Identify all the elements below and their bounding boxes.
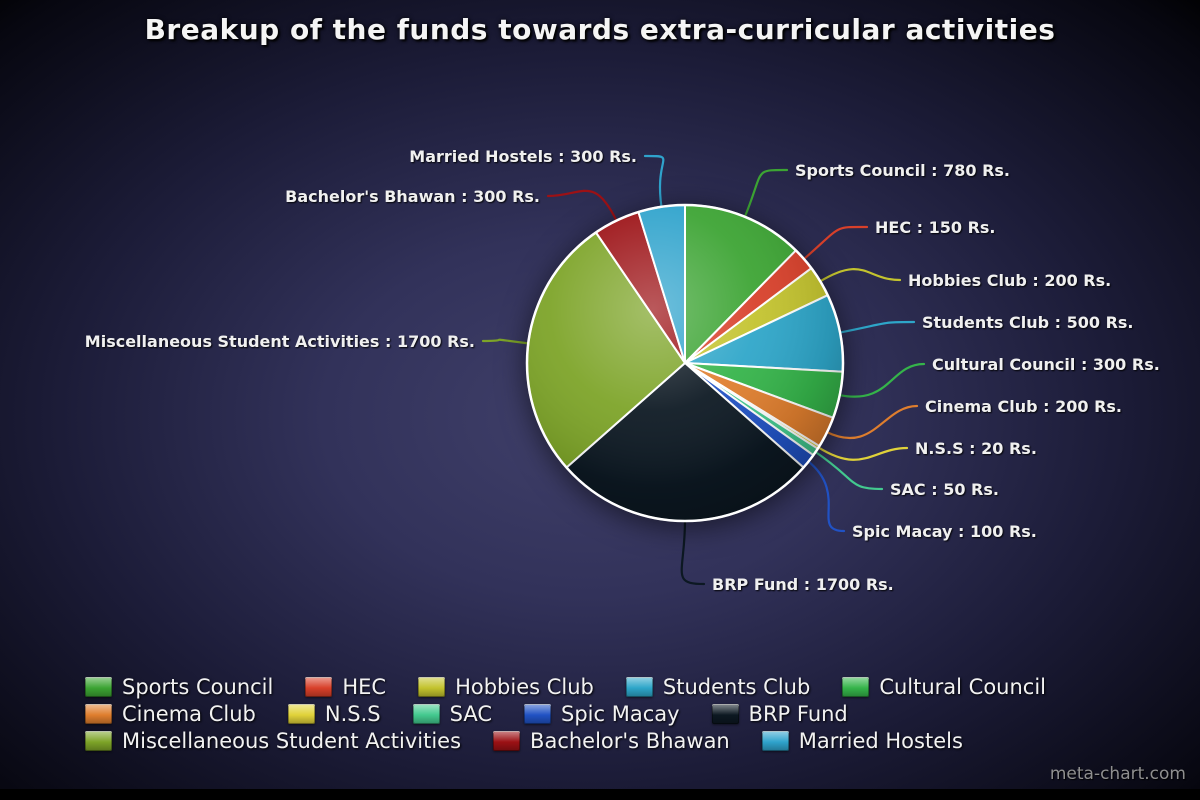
legend-swatch <box>305 677 333 697</box>
slice-label: Miscellaneous Student Activities : 1700 … <box>85 332 475 351</box>
legend-swatch <box>85 731 112 751</box>
legend-label: N.S.S <box>324 702 381 726</box>
chart-title: Breakup of the funds towards extra-curri… <box>144 13 1056 46</box>
legend-label: Miscellaneous Student Activities <box>122 729 462 753</box>
slice-label: Cinema Club : 200 Rs. <box>925 397 1122 416</box>
label-leader-line <box>643 154 665 209</box>
legend-swatch <box>85 704 112 724</box>
legend-item: Married Hostels <box>761 729 963 753</box>
legend-label: SAC <box>449 702 492 726</box>
legend-swatch <box>493 731 521 751</box>
legend-swatch <box>625 677 653 697</box>
legend-item: Bachelor's Bhawan <box>493 729 730 753</box>
legend-label: Bachelor's Bhawan <box>530 729 730 753</box>
legend-label: Married Hostels <box>798 729 963 753</box>
pie-outline <box>525 203 845 523</box>
slice-label: Sports Council : 780 Rs. <box>795 161 1010 180</box>
legend-swatch <box>85 677 112 697</box>
label-leader-line <box>546 189 618 223</box>
legend-item: Cultural Council <box>842 675 1046 699</box>
legend-label: Cultural Council <box>879 675 1047 699</box>
legend-swatch <box>842 677 870 697</box>
legend-item: Spic Macay <box>524 702 680 726</box>
legend-label: Cinema Club <box>122 702 256 726</box>
legend-item: Miscellaneous Student Activities <box>85 729 461 753</box>
legend-swatch <box>524 704 551 724</box>
legend-label: Students Club <box>662 675 811 699</box>
legend-label: BRP Fund <box>748 702 848 726</box>
legend-item: Sports Council <box>85 675 273 699</box>
slice-label: N.S.S : 20 Rs. <box>915 439 1037 458</box>
watermark: meta-chart.com <box>1049 764 1186 784</box>
slice-label: Spic Macay : 100 Rs. <box>852 522 1037 541</box>
legend-swatch <box>761 731 789 751</box>
label-leader-line <box>825 404 919 440</box>
label-leader-line <box>837 320 916 334</box>
legend-row: Sports Council HEC Hobbies Club Students Cl… <box>85 675 1046 699</box>
legend-item: SAC <box>412 702 492 726</box>
slice-label: Married Hostels : 300 Rs. <box>409 147 637 166</box>
label-leader-line <box>818 268 902 283</box>
slice-label: HEC : 150 Rs. <box>875 218 996 237</box>
legend-item: HEC <box>305 675 386 699</box>
label-leader-line <box>837 362 926 398</box>
legend-label: Sports Council <box>122 675 274 699</box>
legend-item: BRP Fund <box>711 702 848 726</box>
legend-label: Hobbies Club <box>455 675 594 699</box>
slice-label: Bachelor's Bhawan : 300 Rs. <box>285 187 540 206</box>
legend-row: Cinema Club N.S.S SAC Spic Macay BRP Fund <box>85 702 1046 726</box>
legend-swatch <box>287 704 315 724</box>
legend-item: Hobbies Club <box>418 675 594 699</box>
legend-item: N.S.S <box>287 702 381 726</box>
slice-label: Hobbies Club : 200 Rs. <box>908 271 1111 290</box>
legend-row: Miscellaneous Student Activities Bachelor… <box>85 729 1046 753</box>
label-leader-line <box>481 338 531 345</box>
legend-swatch <box>412 704 440 724</box>
bottom-bar <box>0 789 1200 800</box>
slice-label: Students Club : 500 Rs. <box>922 313 1134 332</box>
pie <box>525 203 845 523</box>
legend-swatch <box>711 704 739 724</box>
slice-label: Cultural Council : 300 Rs. <box>932 355 1160 374</box>
label-leader-line <box>802 225 869 261</box>
label-leader-line <box>806 459 846 533</box>
legend: Sports Council HEC Hobbies Club Students Cl… <box>85 675 1046 753</box>
slice-labels: Sports Council : 780 Rs. HEC : 150 Rs. Hob… <box>85 147 1160 594</box>
legend-label: HEC <box>342 675 387 699</box>
label-leader-line <box>816 445 909 461</box>
legend-item: Students Club <box>625 675 811 699</box>
legend-item: Cinema Club <box>85 702 256 726</box>
label-leader-line <box>813 450 884 491</box>
label-leader-line <box>680 518 706 586</box>
slice-label: SAC : 50 Rs. <box>890 480 999 499</box>
label-leader-line <box>743 168 789 219</box>
legend-label: Spic Macay <box>561 702 680 726</box>
leader-lines <box>481 154 926 586</box>
slice-label: BRP Fund : 1700 Rs. <box>712 575 894 594</box>
legend-swatch <box>418 677 446 697</box>
